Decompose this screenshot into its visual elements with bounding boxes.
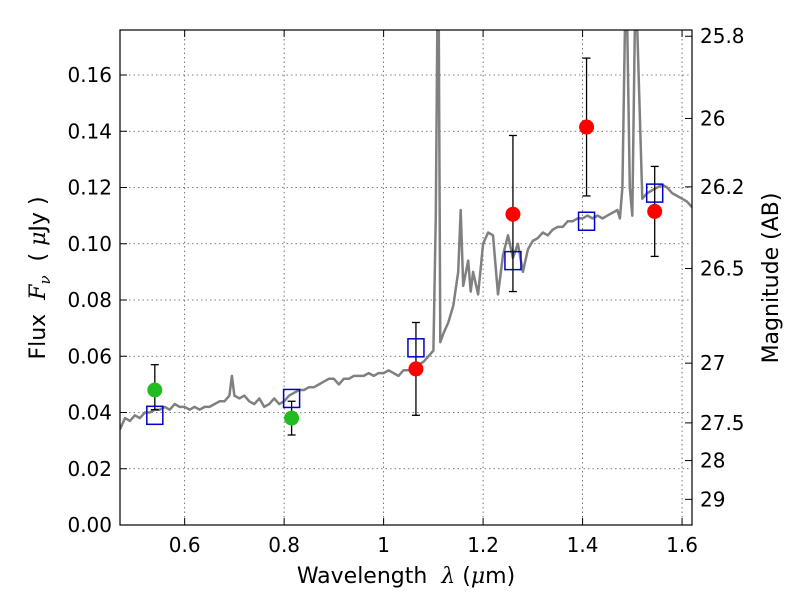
y-tick-label: 0.00	[67, 513, 112, 537]
x-tick-label: 1.4	[567, 533, 599, 557]
model-flux-box	[504, 250, 522, 271]
y2-tick-label: 27.5	[700, 411, 745, 435]
x-tick-label: 0.8	[268, 533, 300, 557]
y2-tick-label: 26	[700, 106, 725, 130]
model-flux-box	[146, 405, 164, 426]
nir-point	[579, 119, 595, 135]
x-axis-label: Wavelength λ (μm)	[297, 564, 515, 589]
y2-tick-label: 25.8	[700, 24, 745, 48]
model-flux-box	[645, 183, 664, 203]
y-tick-label: 0.12	[67, 176, 112, 200]
x-tick-label: 1.2	[467, 533, 499, 557]
x-tick-label: 1.6	[666, 533, 698, 557]
y2-tick-label: 27	[700, 351, 725, 375]
y2-axis-label: Magnitude (AB)	[759, 193, 784, 364]
tick-labels: 0.6 0.8 1 1.2 1.4 1.6 0.00 0.02 0.04 0.06 0.08 0.10…	[67, 24, 744, 557]
y-tick-label: 0.02	[67, 457, 112, 481]
model-flux-box	[577, 211, 596, 231]
y2-tick-label: 26.5	[700, 256, 745, 280]
nir-point	[647, 203, 663, 219]
y2-tick-label: 29	[700, 487, 725, 511]
model-sed-line	[120, 30, 692, 430]
optical-point	[147, 382, 163, 398]
x-tick-label: 1	[377, 533, 390, 557]
y2-tick-label: 28	[700, 449, 725, 473]
y2-tick-label: 26.2	[700, 175, 745, 199]
y-tick-label: 0.16	[67, 63, 112, 87]
y-axis-label: Flux Fν ( μJy )	[26, 196, 54, 359]
plot-frame	[119, 29, 693, 526]
model-flux-box	[282, 388, 301, 409]
y-tick-label: 0.10	[67, 232, 112, 256]
plot-background	[120, 30, 692, 525]
y-tick-label: 0.14	[67, 119, 112, 143]
y-tick-label: 0.04	[67, 401, 112, 425]
x-tick-label: 0.6	[169, 533, 201, 557]
plot-area	[120, 30, 692, 436]
model-flux-box	[407, 338, 425, 358]
nir-point	[408, 361, 424, 377]
optical-point	[284, 410, 300, 426]
y-tick-label: 0.08	[67, 288, 112, 312]
nir-point	[505, 206, 521, 222]
y-tick-label: 0.06	[67, 344, 112, 368]
